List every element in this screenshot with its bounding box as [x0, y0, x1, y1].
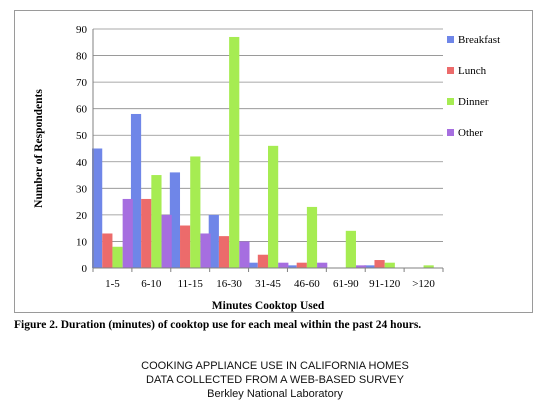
y-tick-label: 80 [76, 51, 88, 63]
bar-other [122, 198, 133, 268]
bar-lunch [296, 262, 307, 268]
chart-frame: 0 10 20 30 40 50 60 70 80 90 1-5 6-10 11-15 16-30 31-4… [14, 10, 533, 313]
footer-source: Berkley National Laboratory [207, 388, 343, 400]
bar-dinner [151, 175, 162, 268]
y-tick-label: 0 [82, 263, 88, 275]
bar-other [355, 265, 367, 268]
bar-dinner [268, 145, 279, 268]
bar-lunch [218, 236, 230, 268]
bar-dinner [306, 206, 318, 268]
x-tick-label: 6-10 [141, 278, 162, 290]
bar-lunch [141, 198, 152, 268]
bar-breakfast [130, 113, 142, 268]
bar-other [161, 214, 172, 268]
bar-other [317, 262, 328, 268]
legend-swatch-breakfast [447, 36, 454, 43]
bar-dinner [229, 36, 240, 268]
bar-breakfast [286, 265, 297, 268]
x-tick-label: 46-60 [294, 278, 320, 290]
bar-dinner [112, 246, 123, 268]
y-tick-label: 50 [76, 130, 88, 142]
bar-breakfast [247, 262, 258, 268]
bar-breakfast [364, 265, 375, 268]
legend-label-dinner: Dinner [458, 96, 489, 108]
y-tick-label: 70 [76, 77, 88, 89]
bar-lunch [257, 254, 268, 268]
x-tick-label: 31-45 [255, 278, 281, 290]
x-tick-label: 91-120 [369, 278, 401, 290]
legend-swatch-other [447, 129, 454, 136]
bar-other [278, 262, 289, 268]
bar-breakfast [169, 172, 181, 268]
bar-other [200, 233, 211, 268]
bar-chart: 0 10 20 30 40 50 60 70 80 90 1-5 6-10 11-15 16-30 31-4… [33, 24, 500, 312]
bar-breakfast [208, 214, 219, 268]
legend-label-lunch: Lunch [458, 65, 487, 77]
y-tick-label: 10 [76, 236, 88, 248]
x-tick-label: >120 [412, 278, 435, 290]
y-axis-title: Number of Respondents [33, 89, 45, 208]
legend-swatch-lunch [447, 67, 454, 74]
bar-dinner [384, 262, 395, 268]
legend-label-breakfast: Breakfast [458, 34, 500, 46]
y-tick-label: 30 [76, 183, 88, 195]
x-tick-label: 1-5 [105, 278, 120, 290]
y-tick-label: 60 [76, 104, 88, 116]
y-tick-label: 40 [76, 157, 88, 169]
bar-dinner [423, 265, 434, 268]
bar-breakfast [92, 148, 103, 268]
x-tick-label: 16-30 [216, 278, 242, 290]
legend-label-other: Other [458, 127, 483, 139]
bar-lunch [374, 260, 385, 268]
x-tick-label: 61-90 [333, 278, 359, 290]
y-tick-label: 20 [76, 210, 88, 222]
bar-dinner [345, 230, 356, 268]
footer-subtitle: DATA COLLECTED FROM A WEB-BASED SURVEY [146, 374, 404, 386]
y-tick-label: 90 [76, 24, 88, 36]
footer-title: COOKING APPLIANCE USE IN CALIFORNIA HOME… [141, 360, 409, 372]
bar-lunch [180, 225, 191, 268]
x-axis-title: Minutes Cooktop Used [212, 300, 325, 312]
bar-lunch [102, 233, 113, 268]
legend-swatch-dinner [447, 98, 454, 105]
bar-dinner [190, 156, 201, 268]
bar-other [239, 241, 250, 268]
x-tick-label: 11-15 [178, 278, 204, 290]
figure-caption: Figure 2. Duration (minutes) of cooktop … [14, 319, 422, 331]
